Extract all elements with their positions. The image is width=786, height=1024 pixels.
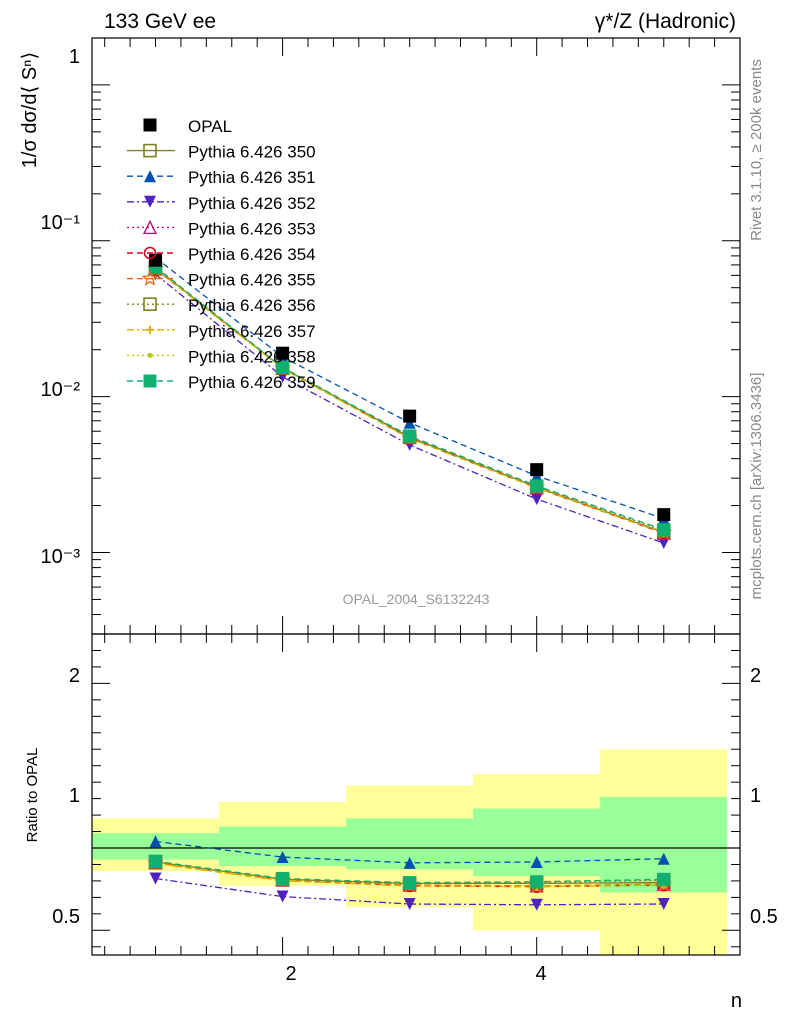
legend-item-opal: OPAL (143, 117, 232, 136)
ratio-ytick-label-right-0.5: 0.5 (750, 906, 778, 928)
ratio-point-352-n3 (403, 897, 416, 910)
ratio-uncertainty-bands (92, 749, 728, 955)
legend-marker-359 (143, 374, 157, 388)
legend-label-358: Pythia 6.426 358 (188, 347, 316, 366)
legend-label-353: Pythia 6.426 353 (188, 219, 316, 238)
axis-ticks (92, 37, 740, 955)
ratio-series-layer (147, 835, 672, 911)
legend-item-350: Pythia 6.426 350 (127, 143, 316, 162)
ratio-point-352-n1 (149, 872, 162, 885)
legend: OPAL Pythia 6.426 350 Pythia 6.426 351 Pyth… (127, 117, 316, 392)
opal-point-n4 (530, 463, 544, 477)
xlabel: n (731, 990, 742, 1012)
ratio-point-351-n3 (403, 856, 416, 869)
legend-marker-357 (146, 325, 154, 334)
legend-item-353: Pythia 6.426 353 (127, 219, 316, 238)
title-left: 133 GeV ee (104, 10, 216, 33)
ratio-ytick-label-2: 2 (69, 665, 80, 687)
main-point-352-n5 (657, 537, 670, 550)
ratio-point-351-n1 (149, 835, 162, 848)
legend-marker-350 (143, 143, 157, 158)
legend-label-350: Pythia 6.426 350 (188, 143, 316, 162)
main-point-359-n2 (276, 360, 290, 374)
main-ylabel: 1/σ dσ/d⟨ Sⁿ⟩ (19, 52, 41, 169)
opal-point-n5 (657, 508, 671, 522)
legend-item-352: Pythia 6.426 352 (127, 194, 316, 213)
ratio-point-352-n2 (276, 890, 289, 903)
ratio-point-351-n4 (530, 855, 543, 868)
ytick-label-1: 1 (69, 46, 80, 68)
ratio-plot-frame (91, 633, 741, 956)
opal-point-n2 (276, 346, 290, 360)
legend-item-355: Pythia 6.426 355 (127, 269, 316, 290)
main-series-layer (147, 251, 672, 550)
main-point-359-n5 (657, 523, 671, 537)
legend-marker-opal (143, 118, 157, 132)
ratio-point-359-n5 (657, 872, 671, 886)
legend-label-356: Pythia 6.426 356 (188, 296, 316, 315)
ratio-ytick-label-right-1: 1 (750, 785, 761, 807)
title-right: γ*/Z (Hadronic) (595, 10, 736, 33)
legend-marker-358 (147, 352, 153, 358)
legend-label-354: Pythia 6.426 354 (188, 245, 316, 264)
ratio-point-351-n2 (276, 851, 289, 864)
ratio-ylabel: Ratio to OPAL (24, 748, 41, 843)
legend-marker-354 (143, 246, 157, 260)
analysis-annotation: OPAL_2004_S6132243 (343, 591, 490, 607)
legend-label-359: Pythia 6.426 359 (188, 373, 316, 392)
main-point-359-n4 (530, 479, 544, 493)
main-point-359-n3 (403, 429, 417, 443)
legend-label-355: Pythia 6.426 355 (188, 271, 316, 290)
ratio-point-359-n1 (149, 854, 163, 868)
ytick-label-0.001: 10⁻³ (41, 546, 81, 568)
legend-label-352: Pythia 6.426 352 (188, 194, 316, 213)
legend-marker-353 (142, 219, 158, 235)
ratio-point-352-n5 (657, 897, 670, 910)
ytick-label-0.01: 10⁻² (41, 379, 81, 401)
legend-marker-355 (141, 269, 159, 286)
ytick-label-0.1: 10⁻¹ (41, 212, 81, 234)
xtick-label-2: 2 (285, 963, 296, 985)
legend-item-354: Pythia 6.426 354 (127, 245, 316, 264)
legend-marker-352 (144, 195, 156, 208)
legend-item-358: Pythia 6.426 358 (127, 347, 316, 366)
legend-item-359: Pythia 6.426 359 (127, 373, 316, 392)
opal-point-n3 (403, 409, 417, 423)
legend-item-357: Pythia 6.426 357 (127, 322, 316, 341)
legend-label-351: Pythia 6.426 351 (188, 168, 316, 187)
legend-marker-351 (144, 170, 156, 183)
mcplots-label: mcplots.cern.ch [arXiv:1306.3436] (748, 373, 765, 600)
legend-label-357: Pythia 6.426 357 (188, 322, 316, 341)
legend-label-opal: OPAL (188, 117, 232, 136)
legend-marker-356 (143, 297, 157, 312)
ratio-point-359-n3 (403, 876, 417, 890)
ratio-point-351-n5 (657, 852, 670, 865)
ratio-ytick-label-right-2: 2 (750, 665, 761, 687)
rivet-label: Rivet 3.1.10, ≥ 200k events (748, 59, 765, 241)
xtick-label-4: 4 (535, 963, 546, 985)
ratio-point-352-n4 (530, 898, 543, 911)
legend-item-351: Pythia 6.426 351 (127, 168, 316, 187)
ratio-point-359-n2 (276, 871, 290, 885)
ratio-point-359-n4 (530, 875, 544, 889)
main-point-351-n3 (403, 416, 416, 429)
opal-point-n1 (149, 253, 163, 267)
main-line-352 (155, 273, 665, 544)
ratio-ytick-label-0.5: 0.5 (52, 906, 80, 928)
main-point-352-n4 (530, 493, 543, 506)
ratio-ytick-label-1: 1 (69, 785, 80, 807)
legend-item-356: Pythia 6.426 356 (127, 296, 316, 315)
